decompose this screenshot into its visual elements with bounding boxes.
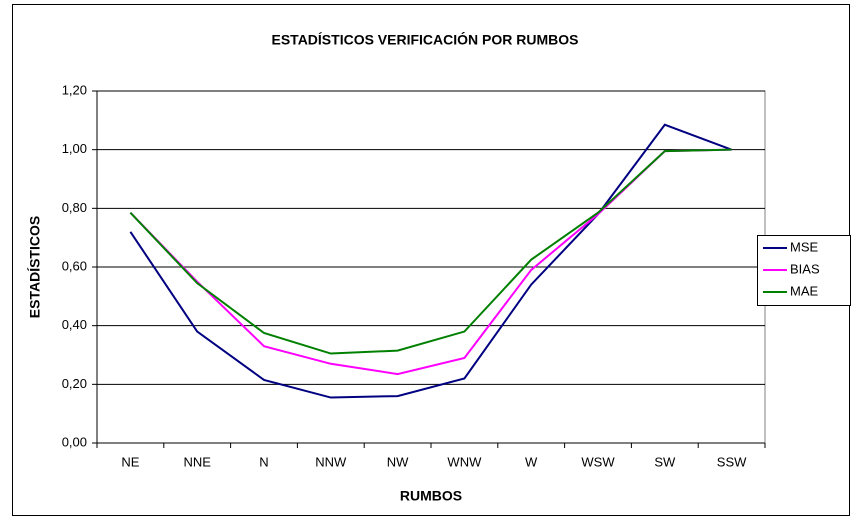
line-series xyxy=(129,123,732,399)
x-tick-label: W xyxy=(525,454,538,469)
x-tick-label: N xyxy=(259,454,268,469)
line-series xyxy=(129,148,732,355)
y-tick-label: 0,40 xyxy=(62,317,87,332)
x-tick-label: NW xyxy=(387,454,409,469)
x-axis-title: RUMBOS xyxy=(400,488,462,504)
x-tick-label: SW xyxy=(654,454,676,469)
y-tick-label: 0,60 xyxy=(62,258,87,273)
legend-label: MSE xyxy=(790,239,819,254)
legend-label: BIAS xyxy=(790,261,820,276)
y-axis-title: ESTADÍSTICOS xyxy=(27,216,43,318)
x-tick-label: WSW xyxy=(581,454,615,469)
x-tick-label: SSW xyxy=(717,454,747,469)
y-tick-label: 1,20 xyxy=(62,82,87,97)
x-tick-label: NNE xyxy=(183,454,211,469)
y-tick-label: 0,00 xyxy=(62,434,87,449)
y-tick-label: 0,80 xyxy=(62,200,87,215)
legend-label: MAE xyxy=(790,283,819,298)
x-tick-label: NE xyxy=(121,454,139,469)
x-tick-label: WNW xyxy=(447,454,482,469)
x-tick-label: NNW xyxy=(315,454,347,469)
y-tick-label: 1,00 xyxy=(62,141,87,156)
y-tick-label: 0,20 xyxy=(62,376,87,391)
chart-title: ESTADÍSTICOS VERIFICACIÓN POR RUMBOS xyxy=(272,31,579,48)
